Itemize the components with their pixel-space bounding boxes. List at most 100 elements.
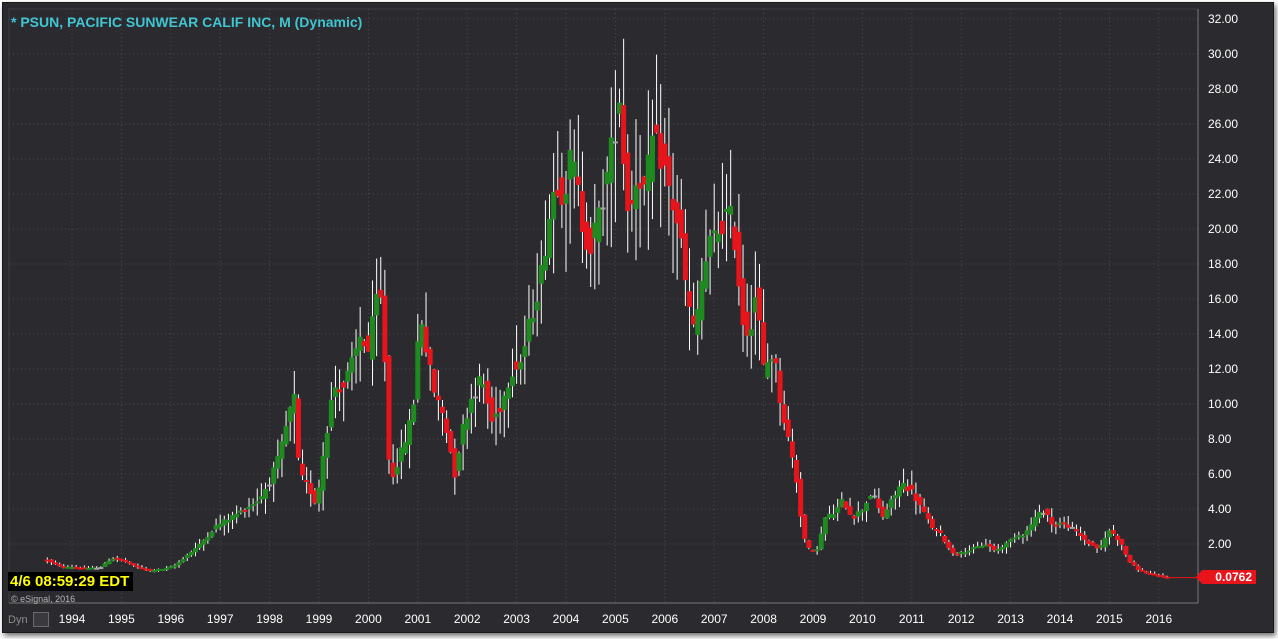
x-tick-label: 2007	[701, 612, 728, 626]
candle-body	[752, 297, 758, 313]
candle-body	[584, 221, 590, 250]
candle-body	[464, 418, 470, 430]
candle-body	[880, 506, 886, 517]
candle-body	[991, 545, 997, 551]
candle-body	[633, 185, 639, 210]
candle-body	[765, 362, 771, 378]
candle-body	[654, 124, 660, 133]
candle-body	[291, 394, 297, 414]
candle-body	[283, 425, 289, 445]
candle-body	[1057, 522, 1063, 525]
candle-body	[324, 432, 330, 458]
candle-body	[184, 554, 190, 559]
x-tick-label: 1996	[157, 612, 184, 626]
candle-body	[806, 540, 812, 548]
candle-body	[855, 511, 861, 517]
candle-body	[44, 559, 50, 562]
candle-body	[958, 551, 964, 554]
x-tick-label: 2005	[602, 612, 629, 626]
candle-body	[864, 502, 870, 512]
candle-body	[666, 156, 672, 186]
candle-body	[390, 462, 396, 477]
candle-body	[271, 467, 277, 484]
x-tick-label: 2015	[1096, 612, 1123, 626]
candle-body	[73, 566, 79, 569]
candle-body	[571, 161, 577, 177]
candle-body	[831, 514, 837, 518]
candle-body	[320, 455, 326, 491]
candle-body	[341, 382, 347, 388]
y-tick-label: 6.00	[1208, 467, 1232, 481]
candle-body	[1148, 573, 1154, 576]
candle-body	[201, 540, 207, 545]
candle-body	[1012, 537, 1018, 540]
candle-body	[1106, 530, 1112, 538]
candle-body	[954, 553, 960, 556]
candle-body	[687, 291, 692, 307]
candle-body	[361, 340, 367, 347]
x-tick-label: 2011	[899, 612, 925, 626]
candle-body	[1036, 511, 1042, 519]
candle-body	[818, 533, 824, 550]
dyn-settings-icon[interactable]	[33, 612, 49, 627]
candle-body	[649, 135, 655, 183]
candle-body	[843, 501, 849, 509]
candle-body	[444, 418, 450, 433]
candle-body	[563, 193, 569, 204]
candle-body	[798, 478, 804, 517]
candle-body	[847, 506, 853, 515]
x-tick-label: 2016	[1145, 612, 1172, 626]
candle-body	[209, 531, 215, 537]
dyn-label[interactable]: Dyn	[8, 614, 28, 626]
x-tick-label: 2012	[948, 612, 975, 626]
x-tick-label: 1994	[59, 612, 86, 626]
candle-body	[695, 308, 701, 335]
candle-body	[670, 198, 676, 211]
candle-body	[645, 154, 651, 192]
candle-body	[934, 529, 939, 532]
price-chart[interactable]: 32.00 30.00 28.00 26.00 24.00 22.00 20.00 18.00…	[3, 3, 1273, 632]
candle-body	[357, 336, 363, 351]
candle-body	[398, 447, 404, 462]
candle-body	[1078, 532, 1084, 536]
y-tick-label: 10.00	[1208, 397, 1238, 411]
candle-body	[135, 565, 141, 568]
x-tick-label: 2010	[849, 612, 876, 626]
candle-body	[678, 209, 684, 239]
candle-body	[872, 495, 878, 498]
candle-body	[267, 484, 273, 487]
candle-body	[518, 362, 524, 370]
candle-body	[180, 559, 186, 562]
candle-body	[481, 384, 487, 388]
candle-body	[242, 509, 248, 512]
candle-body	[374, 293, 380, 316]
candle-body	[1135, 565, 1141, 570]
candle-body	[802, 514, 808, 539]
candle-body	[596, 207, 602, 243]
candle-body	[316, 487, 322, 504]
y-tick-label: 24.00	[1208, 152, 1238, 166]
candle-body	[114, 557, 120, 560]
candle-body	[1115, 535, 1121, 541]
candle-body	[509, 376, 515, 387]
candle-body	[547, 218, 553, 258]
candle-body	[814, 549, 820, 552]
candle-body	[979, 546, 985, 549]
candle-body	[715, 233, 721, 243]
candle-body	[822, 517, 828, 535]
candle-body	[402, 442, 408, 454]
candle-body	[588, 227, 594, 254]
candle-body	[217, 523, 223, 528]
candle-body	[592, 222, 598, 239]
candle-body	[542, 255, 548, 271]
candle-body	[711, 230, 717, 234]
y-tick-label: 8.00	[1208, 432, 1232, 446]
candle-body	[419, 324, 425, 348]
candle-body	[155, 568, 161, 571]
candle-body	[641, 176, 647, 185]
candle-body	[777, 370, 783, 404]
x-tick-label: 2006	[651, 612, 678, 626]
candle-body	[287, 407, 293, 422]
candle-body	[213, 525, 219, 530]
candle-body	[151, 570, 157, 573]
